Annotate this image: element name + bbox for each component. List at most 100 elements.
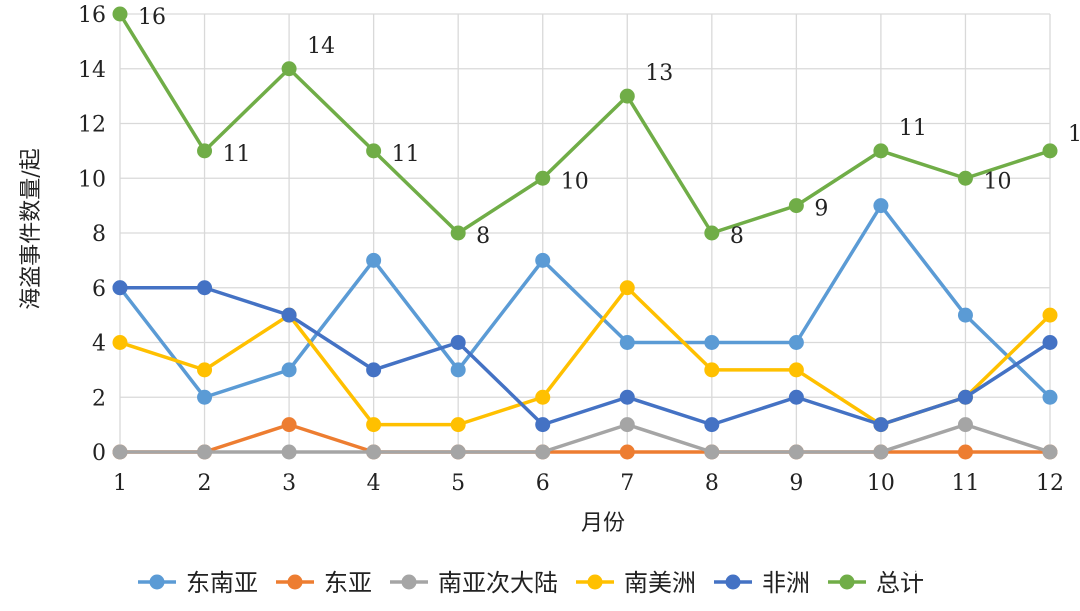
- data-point: [535, 444, 551, 460]
- watermark-logo-icon: [9, 576, 35, 602]
- x-tick-label: 2: [198, 471, 212, 496]
- x-tick-label: 11: [951, 471, 979, 496]
- series-3: [112, 417, 1058, 460]
- watermark-left-text: 大数跨境: [52, 578, 140, 603]
- legend: 东南亚 东亚 南亚次大陆 南美洲 非洲 总计: [138, 569, 924, 597]
- legend-label: 南美洲: [624, 569, 696, 597]
- y-tick-label: 4: [92, 332, 106, 357]
- series-line: [119, 286, 1052, 427]
- data-point: [535, 170, 551, 186]
- data-point: [366, 143, 382, 159]
- x-tick-label: 9: [789, 471, 803, 496]
- legend-item: 总计: [828, 569, 924, 597]
- x-tick-label: 7: [620, 471, 634, 496]
- data-point: [704, 335, 720, 350]
- y-axis-title: 海盗事件数量/起: [19, 148, 44, 309]
- legend-item: 东亚: [276, 569, 372, 597]
- legend-item: 南亚次大陆: [390, 569, 558, 597]
- data-point: [450, 225, 466, 241]
- data-label: 11: [1068, 122, 1080, 147]
- data-point: [619, 417, 635, 433]
- y-tick-label: 2: [92, 386, 106, 411]
- series-line: [120, 422, 1051, 454]
- data-point: [197, 444, 213, 460]
- series-1: [112, 198, 1058, 405]
- watermark-logo-icon: [28, 581, 44, 597]
- watermark-right: 世界海运: [899, 552, 1030, 578]
- data-point: [873, 143, 889, 159]
- data-labels: 16 11 14 11 8 10 13 8 9 11 10 11: [138, 5, 1080, 249]
- legend-label: 总计: [876, 569, 924, 597]
- data-point: [704, 417, 720, 433]
- x-tick-label: 12: [1036, 471, 1064, 496]
- series-5: [112, 280, 1058, 433]
- data-point: [366, 362, 382, 378]
- data-point: [957, 389, 973, 405]
- x-tick-label: 3: [282, 471, 296, 496]
- data-point: [873, 444, 889, 460]
- data-point: [197, 143, 213, 159]
- legend-label: 非洲: [762, 569, 810, 597]
- data-point: [957, 417, 973, 433]
- data-point: [112, 6, 128, 22]
- data-point: [535, 252, 551, 268]
- legend-marker: [587, 574, 603, 590]
- data-point: [281, 417, 297, 433]
- series-group: [112, 6, 1058, 460]
- legend-marker: [149, 574, 165, 590]
- series-6: [112, 6, 1058, 241]
- data-point: [619, 88, 635, 104]
- data-point: [197, 280, 213, 296]
- data-point: [450, 335, 466, 350]
- data-point: [873, 198, 889, 214]
- data-point: [535, 417, 551, 433]
- data-point: [366, 444, 382, 460]
- data-label: 16: [138, 5, 166, 30]
- data-point: [281, 444, 297, 460]
- data-point: [197, 389, 213, 405]
- data-point: [619, 444, 635, 460]
- data-point: [1042, 335, 1058, 350]
- watermarks: 大数跨境 世界海运: [9, 552, 1030, 603]
- data-point: [788, 362, 804, 378]
- data-point: [112, 444, 128, 460]
- legend-marker: [725, 574, 741, 590]
- data-point: [1042, 143, 1058, 159]
- legend-label: 南亚次大陆: [438, 569, 558, 597]
- watermark-left: 大数跨境: [9, 576, 140, 603]
- data-point: [366, 417, 382, 433]
- data-point: [281, 307, 297, 323]
- series-line: [118, 13, 1051, 235]
- data-label: 10: [983, 169, 1011, 194]
- data-point: [704, 225, 720, 241]
- legend-item: 南美洲: [576, 569, 696, 597]
- legend-item: 东南亚: [138, 569, 258, 597]
- watermark-right-text: 世界海运: [942, 553, 1030, 578]
- data-point: [1042, 307, 1058, 323]
- x-axis-title: 月份: [581, 511, 625, 536]
- series-line: [120, 422, 1050, 454]
- x-tick-label: 4: [367, 471, 381, 496]
- data-label: 13: [645, 61, 673, 86]
- data-point: [535, 389, 551, 405]
- x-tick-label: 5: [451, 471, 465, 496]
- legend-label: 东亚: [324, 569, 372, 597]
- legend-item: 非洲: [714, 569, 810, 597]
- data-point: [112, 280, 128, 296]
- x-tick-label: 6: [536, 471, 550, 496]
- data-point: [1042, 444, 1058, 460]
- grid: [119, 13, 1051, 453]
- y-tick-label: 0: [92, 441, 106, 466]
- data-point: [619, 335, 635, 350]
- data-point: [450, 444, 466, 460]
- data-point: [619, 280, 635, 296]
- data-point: [957, 444, 973, 460]
- data-label: 11: [223, 142, 251, 167]
- data-point: [1042, 389, 1058, 405]
- data-point: [619, 389, 635, 405]
- y-tick-label: 12: [78, 113, 106, 138]
- legend-marker: [839, 574, 855, 590]
- x-tick-label: 10: [867, 471, 895, 496]
